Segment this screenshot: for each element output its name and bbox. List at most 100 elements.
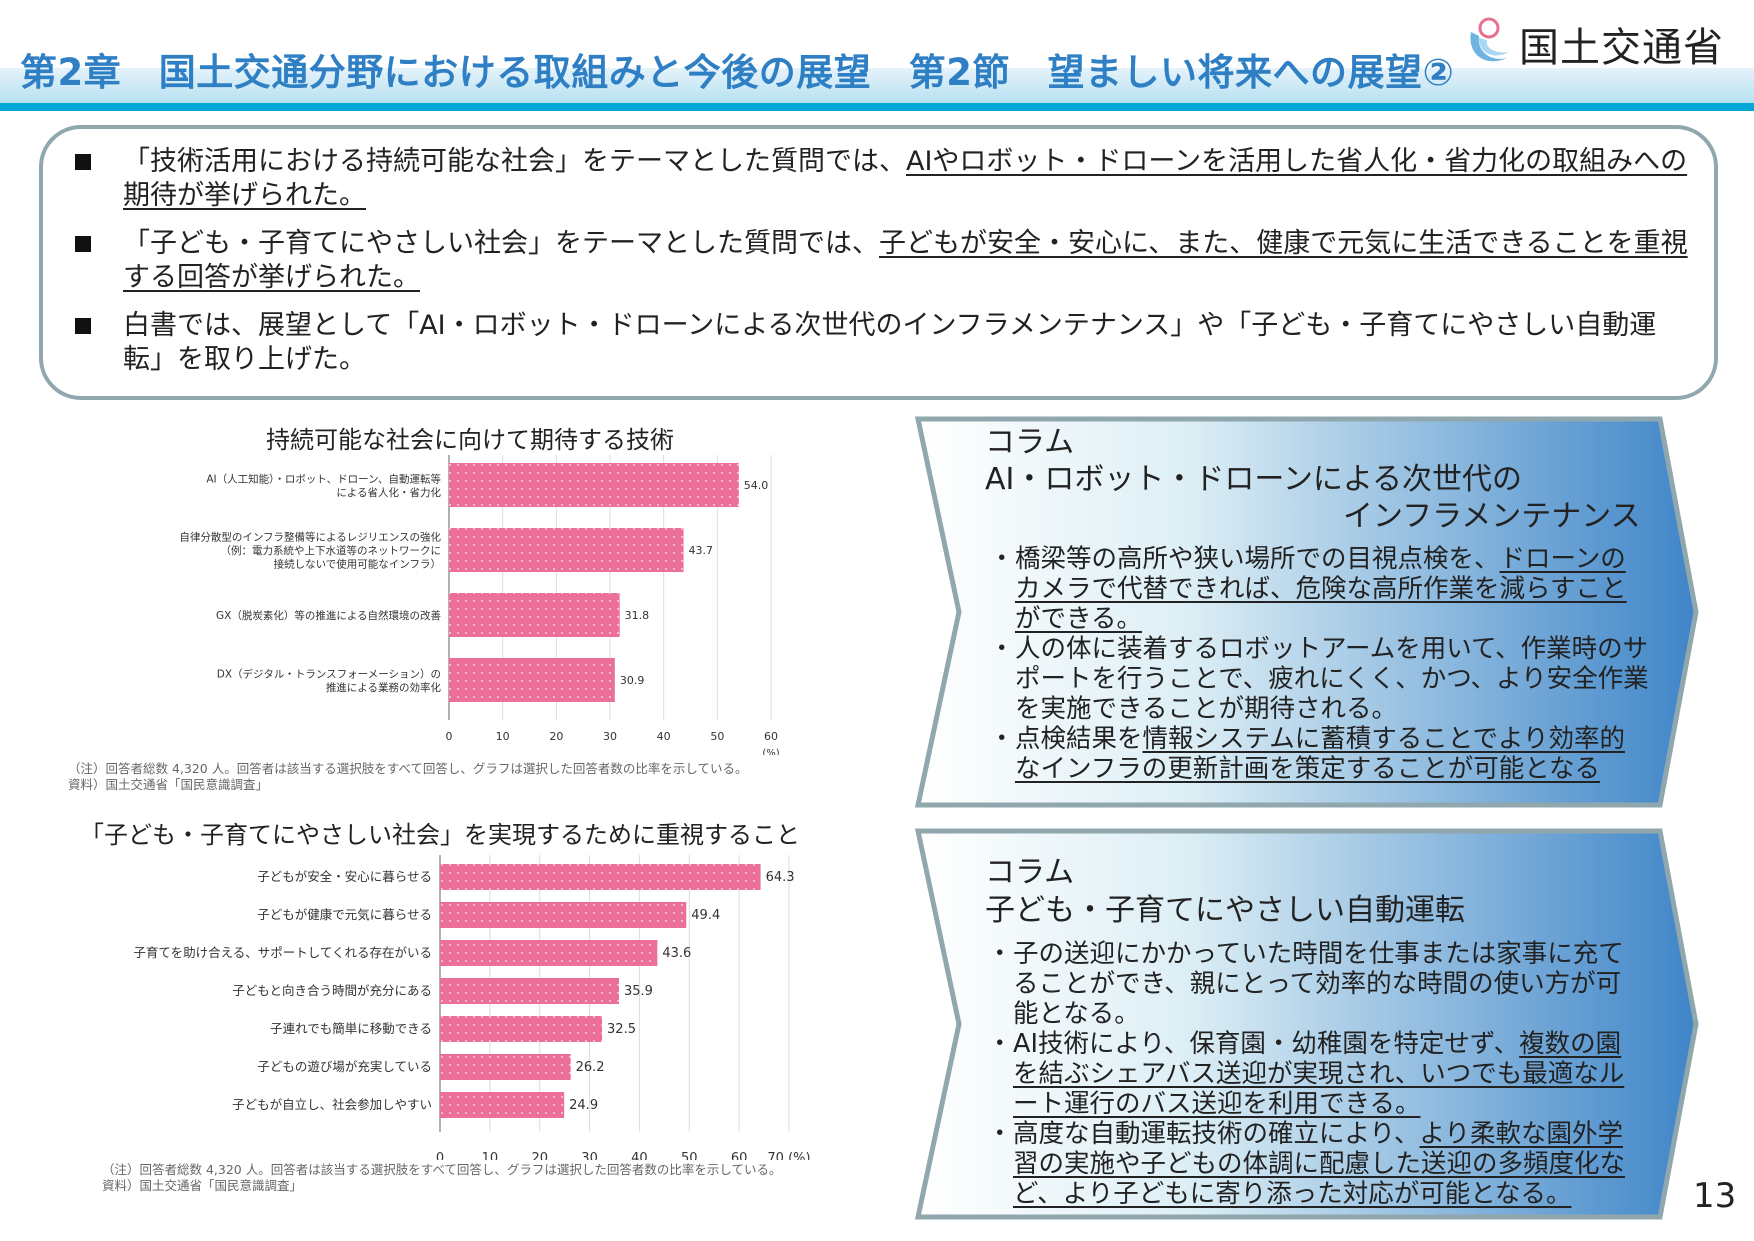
category-label: 子育てを助け合える、サポートしてくれる存在がいる	[133, 945, 432, 960]
chart1-source: 資料）国土交通省「国民意識調査」	[68, 777, 269, 792]
x-tick-label: 10	[482, 1151, 499, 1160]
x-tick-label: 0	[436, 1151, 444, 1160]
category-label: 子どもが健康で元気に暮らせる	[257, 907, 432, 922]
column-item: ・高度な自動運転技術の確立により、より柔軟な園外学習の実施や子どもの体調に配慮し…	[987, 1119, 1626, 1209]
data-label: 24.9	[569, 1098, 598, 1113]
column-body: ・橋梁等の高所や狭い場所での目視点検を、ドローンのカメラで代替できれば、危険な高…	[989, 544, 1649, 784]
item-text: 人の体に装着するロボットアームを用いて、作業時のサポートを行うことで、疲れにくく…	[1015, 634, 1649, 724]
x-tick-label: 60	[764, 730, 778, 743]
chart1-title: 持続可能な社会に向けて期待する技術	[266, 426, 674, 454]
category-label: 自律分散型のインフラ整備等によるレジリエンスの強化	[179, 531, 441, 544]
column-item: ・ AI技術により、保育園・幼稚園を特定せず、複数の園を結ぶシェアバス送迎が実現さ…	[987, 1029, 1625, 1119]
category-label: 推進による業務の効率化	[326, 681, 442, 694]
chart2-source: 資料）国土交通省「国民意識調査」	[102, 1178, 303, 1193]
x-tick-label: 50	[681, 1151, 698, 1160]
data-label: 64.3	[766, 870, 795, 885]
category-label: による省人化・省力化	[336, 486, 441, 499]
bar	[440, 1054, 571, 1080]
category-label: GX（脱炭素化）等の推進による自然環境の改善	[216, 609, 441, 622]
column-item: ・橋梁等の高所や狭い場所での目視点検を、ドローンのカメラで代替できれば、危険な高…	[989, 544, 1627, 634]
item-text-emphasis: ドローンのカメラで代替できれば、危険な高所作業を減らすことができる。	[1015, 544, 1627, 634]
bar	[440, 940, 658, 966]
data-label: 49.4	[691, 908, 720, 923]
column-title: AI・ロボット・ドローンによる次世代の	[985, 462, 1522, 497]
item-text-emphasis: 複数の園を結ぶシェアバス送迎が実現され、いつでも最適なルート運行のバス送迎を利用…	[1013, 1029, 1625, 1119]
data-label: 54.0	[744, 479, 769, 492]
category-label: 子どもが自立し、社会参加しやすい	[232, 1097, 432, 1112]
x-tick-label: 40	[657, 730, 671, 743]
bullet-text-emphasis: AIやロボット・ドローンを活用した省人化・省力化の取組みへの期待が挙げられた。	[123, 146, 1688, 211]
category-label: 子どもが安全・安心に暮らせる	[257, 869, 432, 884]
bar	[449, 593, 620, 637]
square-bullet-icon	[75, 318, 91, 334]
category-label: 子どもと向き合う時間が充分にある	[232, 983, 432, 998]
category-label: DX（デジタル・トランスフォーメーション）の	[217, 667, 441, 680]
summary-box: 「技術活用における持続可能な社会」をテーマとした質問では、AIやロボット・ドロー…	[39, 125, 1718, 400]
category-label: （例：電力系統や上下水道等のネットワークに	[221, 544, 442, 557]
x-tick-label: 10	[496, 730, 510, 743]
item-text: 子の送迎にかかっていた時間を仕事または家事に充てることができ、親にとって効率的な…	[1013, 939, 1624, 1029]
chart1-note: （注）回答者総数 4,320 人。回答者は該当する選択肢をすべて回答し、グラフは…	[68, 761, 748, 776]
category-label: 接続しないで使用可能なインフラ）	[274, 558, 441, 571]
item-text-emphasis: 情報システムに蓄積することでより効率的なインフラの更新計画を策定することが可能と…	[1015, 724, 1625, 784]
x-tick-label: 60	[731, 1151, 748, 1160]
column-panel-autodrive: コラム 子ども・子育てにやさしい自動運転 ・子の送迎にかかっていた時間を仕事また…	[915, 828, 1699, 1220]
mlit-logo-icon	[1470, 17, 1509, 62]
data-label: 43.6	[662, 946, 691, 961]
item-text: 高度な自動運転技術の確立により、	[1013, 1119, 1420, 1149]
bullet-text: 「技術活用における持続可能な社会」をテーマとした質問では、	[123, 146, 906, 177]
data-label: 26.2	[576, 1060, 605, 1075]
header-line	[0, 103, 1754, 111]
bar	[440, 1092, 565, 1118]
chart2: 0 10 20 30 40 50 60 70 (%) 64.3 子どもが安全・安心に暮らせる 49.…	[133, 855, 811, 1160]
x-tick-label: 40	[631, 1151, 648, 1160]
x-tick-label: 20	[549, 730, 563, 743]
square-bullet-icon	[75, 236, 91, 252]
bar	[440, 864, 761, 890]
summary-bullet: 「子ども・子育てにやさしい社会」をテーマとした質問では、子どもが安全・安心に、ま…	[75, 227, 1695, 295]
column-item: ・子の送迎にかかっていた時間を仕事または家事に充てることができ、親にとって効率的…	[987, 939, 1624, 1029]
category-label: 子どもの遊び場が充実している	[257, 1059, 432, 1074]
x-tick-label: 30	[581, 1151, 598, 1160]
item-text: 点検結果を	[1015, 724, 1143, 754]
column-panel-shape	[915, 828, 1699, 1220]
logo: 国土交通省	[1465, 14, 1724, 74]
data-label: 43.7	[689, 544, 714, 557]
summary-bullet: 「技術活用における持続可能な社会」をテーマとした質問では、AIやロボット・ドロー…	[75, 145, 1695, 213]
bullet-text: 白書では、展望として「AI・ロボット・ドローンによる次世代のインフラメンテナンス…	[123, 310, 1657, 375]
bar	[449, 528, 684, 572]
x-tick-label: 20	[531, 1151, 548, 1160]
column-label: コラム	[985, 425, 1075, 460]
x-tick-label: 0	[446, 730, 453, 743]
bullet-text-emphasis: 子どもが安全・安心に、また、健康で元気に生活できることを重視する回答が挙げられた…	[123, 228, 1688, 293]
column-item: ・人の体に装着するロボットアームを用いて、作業時のサポートを行うことで、疲れにく…	[989, 634, 1649, 724]
page-title: 第2章 国土交通分野における取組みと今後の展望 第2節 望ましい将来への展望②	[20, 51, 1455, 94]
bar	[440, 978, 619, 1004]
header-band	[0, 68, 1754, 104]
data-label: 32.5	[607, 1022, 636, 1037]
x-unit-label: (%)	[762, 748, 779, 755]
item-text-emphasis: より柔軟な園外学習の実施や子どもの体調に配慮した送迎の多頻度化など、より子どもに…	[1013, 1119, 1626, 1209]
bar	[449, 463, 739, 507]
page-number: 13	[1693, 1176, 1737, 1216]
item-text: 橋梁等の高所や狭い場所での目視点検を、	[1015, 544, 1500, 574]
data-label: 31.8	[625, 609, 650, 622]
data-label: 30.9	[620, 674, 645, 687]
column-label: コラム	[985, 855, 1075, 890]
item-text: AI技術により、保育園・幼稚園を特定せず、	[1013, 1029, 1520, 1059]
column-body: ・子の送迎にかかっていた時間を仕事または家事に充てることができ、親にとって効率的…	[987, 939, 1637, 1209]
column-item: ・点検結果を情報システムに蓄積することでより効率的なインフラの更新計画を策定する…	[989, 724, 1625, 784]
bar	[440, 902, 687, 928]
x-tick-label: 50	[710, 730, 724, 743]
chart2-title: 「子ども・子育てにやさしい社会」を実現するために重視すること	[80, 821, 800, 849]
category-label: AI（人工知能）・ロボット、ドローン、自動運転等	[206, 472, 441, 485]
chart1: 0 10 20 30 40 50 60 (%) 54.0 AI（人工知能）・ロボット、ドローン、自…	[179, 455, 780, 755]
column-title: 子ども・子育てにやさしい自動運転	[985, 893, 1465, 928]
data-label: 35.9	[624, 984, 653, 999]
x-tick-label: 70 (%)	[767, 1151, 810, 1160]
column-panel-infra: コラム AI・ロボット・ドローンによる次世代の インフラメンテナンス ・橋梁等の…	[915, 416, 1699, 808]
logo-text: 国土交通省	[1519, 25, 1724, 71]
bar	[440, 1016, 603, 1042]
summary-bullet: 白書では、展望として「AI・ロボット・ドローンによる次世代のインフラメンテナンス…	[75, 309, 1695, 377]
square-bullet-icon	[75, 154, 91, 170]
